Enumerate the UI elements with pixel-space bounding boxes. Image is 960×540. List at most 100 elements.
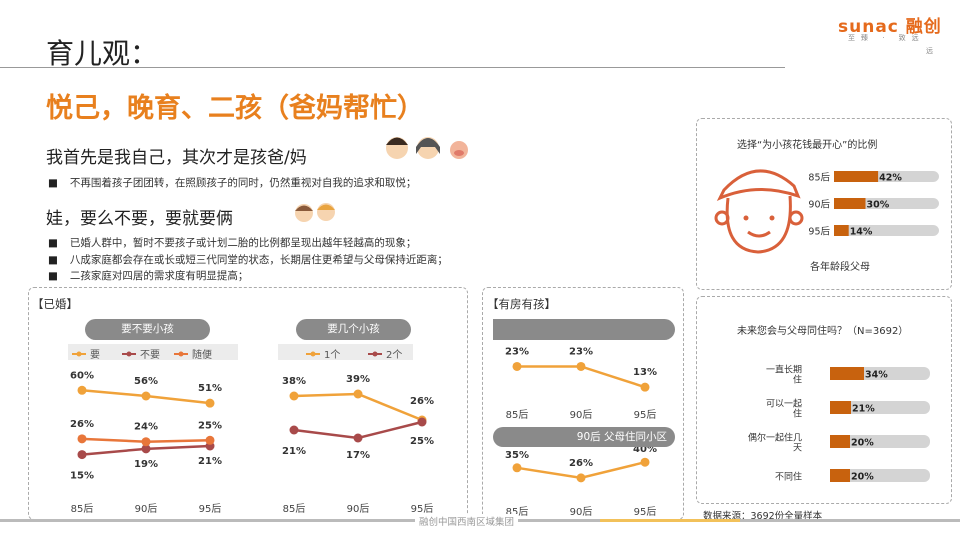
category-label: 住 (793, 374, 802, 386)
legend-label: 不要 (140, 349, 160, 361)
x-tick-label: 90后 (347, 503, 370, 515)
child-face-icon (714, 169, 804, 254)
spending-joy-caption: 各年龄段父母 (810, 262, 870, 273)
data-label: 23% (569, 346, 593, 357)
chart-title-parents-same-community: 90后 父母住同小区 (493, 427, 675, 447)
want-kids-line-chart: 要 不要 随便 60% 56% 51% 15% 19% 21% 26% 24% 25% 85后 90后 95… (70, 348, 222, 515)
category-label: 偶尔一起住几 (748, 432, 802, 444)
data-point (640, 382, 650, 392)
data-point (141, 444, 151, 454)
brand-tag: 远 (926, 47, 933, 55)
bar (830, 469, 850, 482)
bar-track (834, 225, 939, 236)
bar (830, 367, 864, 380)
bullet-item: 二孩家庭对四居的需求度有明显提高； (48, 268, 249, 283)
legend-marker (178, 351, 184, 357)
bar-value-label: 42% (879, 173, 902, 184)
x-tick-label: 95后 (634, 506, 657, 518)
bar (834, 225, 849, 236)
bar-value-label: 20% (851, 472, 874, 483)
married-panel-title: 【已婚】 (32, 297, 78, 311)
bar-value-label: 20% (851, 438, 874, 449)
spending-joy-title: 选择“为小孩花钱最开心”的比例 (737, 140, 878, 151)
data-label: 19% (134, 459, 158, 470)
parents-community-line-chart: 35%26%40%85后 90后 95后 (505, 447, 657, 518)
data-label: 26% (70, 419, 94, 430)
legend-label: 要 (90, 349, 100, 361)
category-label: 85后 (808, 173, 830, 184)
data-label: 25% (410, 436, 434, 447)
category-label: 95后 (808, 227, 830, 238)
category-label: 住 (793, 408, 802, 420)
legend-label: 随便 (192, 348, 212, 361)
title-divider (0, 67, 785, 68)
data-label: 24% (134, 422, 158, 433)
live-with-parents-title: 未来您会与父母同住吗？（N=3692） (737, 326, 909, 337)
data-label: 60% (70, 370, 94, 381)
data-point (141, 437, 151, 447)
data-point (353, 433, 363, 443)
data-point (141, 391, 151, 401)
house-kids-line-chart: 23% 23% 13% 85后 90后 95后 (505, 346, 657, 421)
headline: 悦己，晚育、二孩（爸妈帮忙） (46, 93, 424, 124)
category-label: 可以一起 (766, 399, 802, 410)
data-point (205, 398, 215, 408)
data-point (289, 391, 299, 401)
data-label: 15% (70, 471, 94, 482)
data-label: 26% (410, 396, 434, 407)
legend-label: 1个 (324, 349, 340, 361)
data-point (576, 473, 586, 483)
data-label: 38% (282, 376, 306, 387)
x-tick-label: 90后 (570, 506, 593, 518)
family-icon (386, 137, 468, 159)
bar-value-label: 30% (867, 200, 890, 211)
bullet-item: 不再围着孩子团团转，在照顾孩子的同时，仍然重视对自我的追求和取悦； (48, 175, 417, 190)
data-label: 21% (198, 456, 222, 467)
legend-bg (68, 344, 238, 360)
brand-logo: sunac 融创 (838, 17, 942, 37)
data-point (512, 361, 522, 371)
legend-marker (372, 351, 378, 357)
chart-title-blank (493, 319, 675, 340)
spending-joy-panel (696, 118, 952, 290)
bar (830, 401, 851, 414)
subheading-self: 我首先是我自己，其次才是孩爸/妈 (46, 148, 307, 168)
data-point (512, 463, 522, 473)
bar (830, 435, 850, 448)
bullet-item: 已婚人群中，暂时不要孩子或计划二胎的比例都呈现出越年轻越高的现象； (48, 235, 417, 250)
bar-track (830, 435, 930, 448)
x-tick-label: 95后 (411, 503, 434, 515)
data-point (77, 385, 87, 395)
data-label: 21% (282, 446, 306, 457)
category-label: 一直长期 (766, 364, 802, 376)
data-label: 17% (346, 450, 370, 461)
source-note: 数据来源：3692份全量样本 (703, 511, 823, 522)
x-tick-label: 90后 (570, 409, 593, 421)
x-tick-label: 85后 (71, 503, 94, 515)
data-label: 13% (633, 367, 657, 378)
legend-marker (126, 351, 132, 357)
data-label: 40% (633, 447, 657, 455)
spending-joy-bar-chart: 85后 42% 90后 30% 95后 14% (808, 171, 939, 238)
legend-marker (310, 351, 316, 357)
data-point (353, 389, 363, 399)
brand-slogan: 至臻 · 致远 (848, 34, 925, 42)
data-point (77, 434, 87, 444)
category-label: 不同住 (775, 471, 802, 483)
bar-track (830, 469, 930, 482)
house-kids-panel-title: 【有房有孩】 (487, 297, 556, 311)
data-point (289, 425, 299, 435)
page-title: 育儿观： (46, 37, 159, 70)
subheading-kids: 娃，要么不要，要就要俩 (46, 209, 233, 229)
x-tick-label: 90后 (135, 503, 158, 515)
x-tick-label: 85后 (506, 409, 529, 421)
bar-track (830, 401, 930, 414)
bar-value-label: 14% (850, 227, 873, 238)
x-tick-label: 85后 (283, 503, 306, 515)
data-label: 35% (505, 450, 529, 461)
x-tick-label: 95后 (199, 503, 222, 515)
category-label: 90后 (808, 200, 830, 211)
bar-value-label: 34% (865, 370, 888, 381)
data-point (77, 450, 87, 460)
